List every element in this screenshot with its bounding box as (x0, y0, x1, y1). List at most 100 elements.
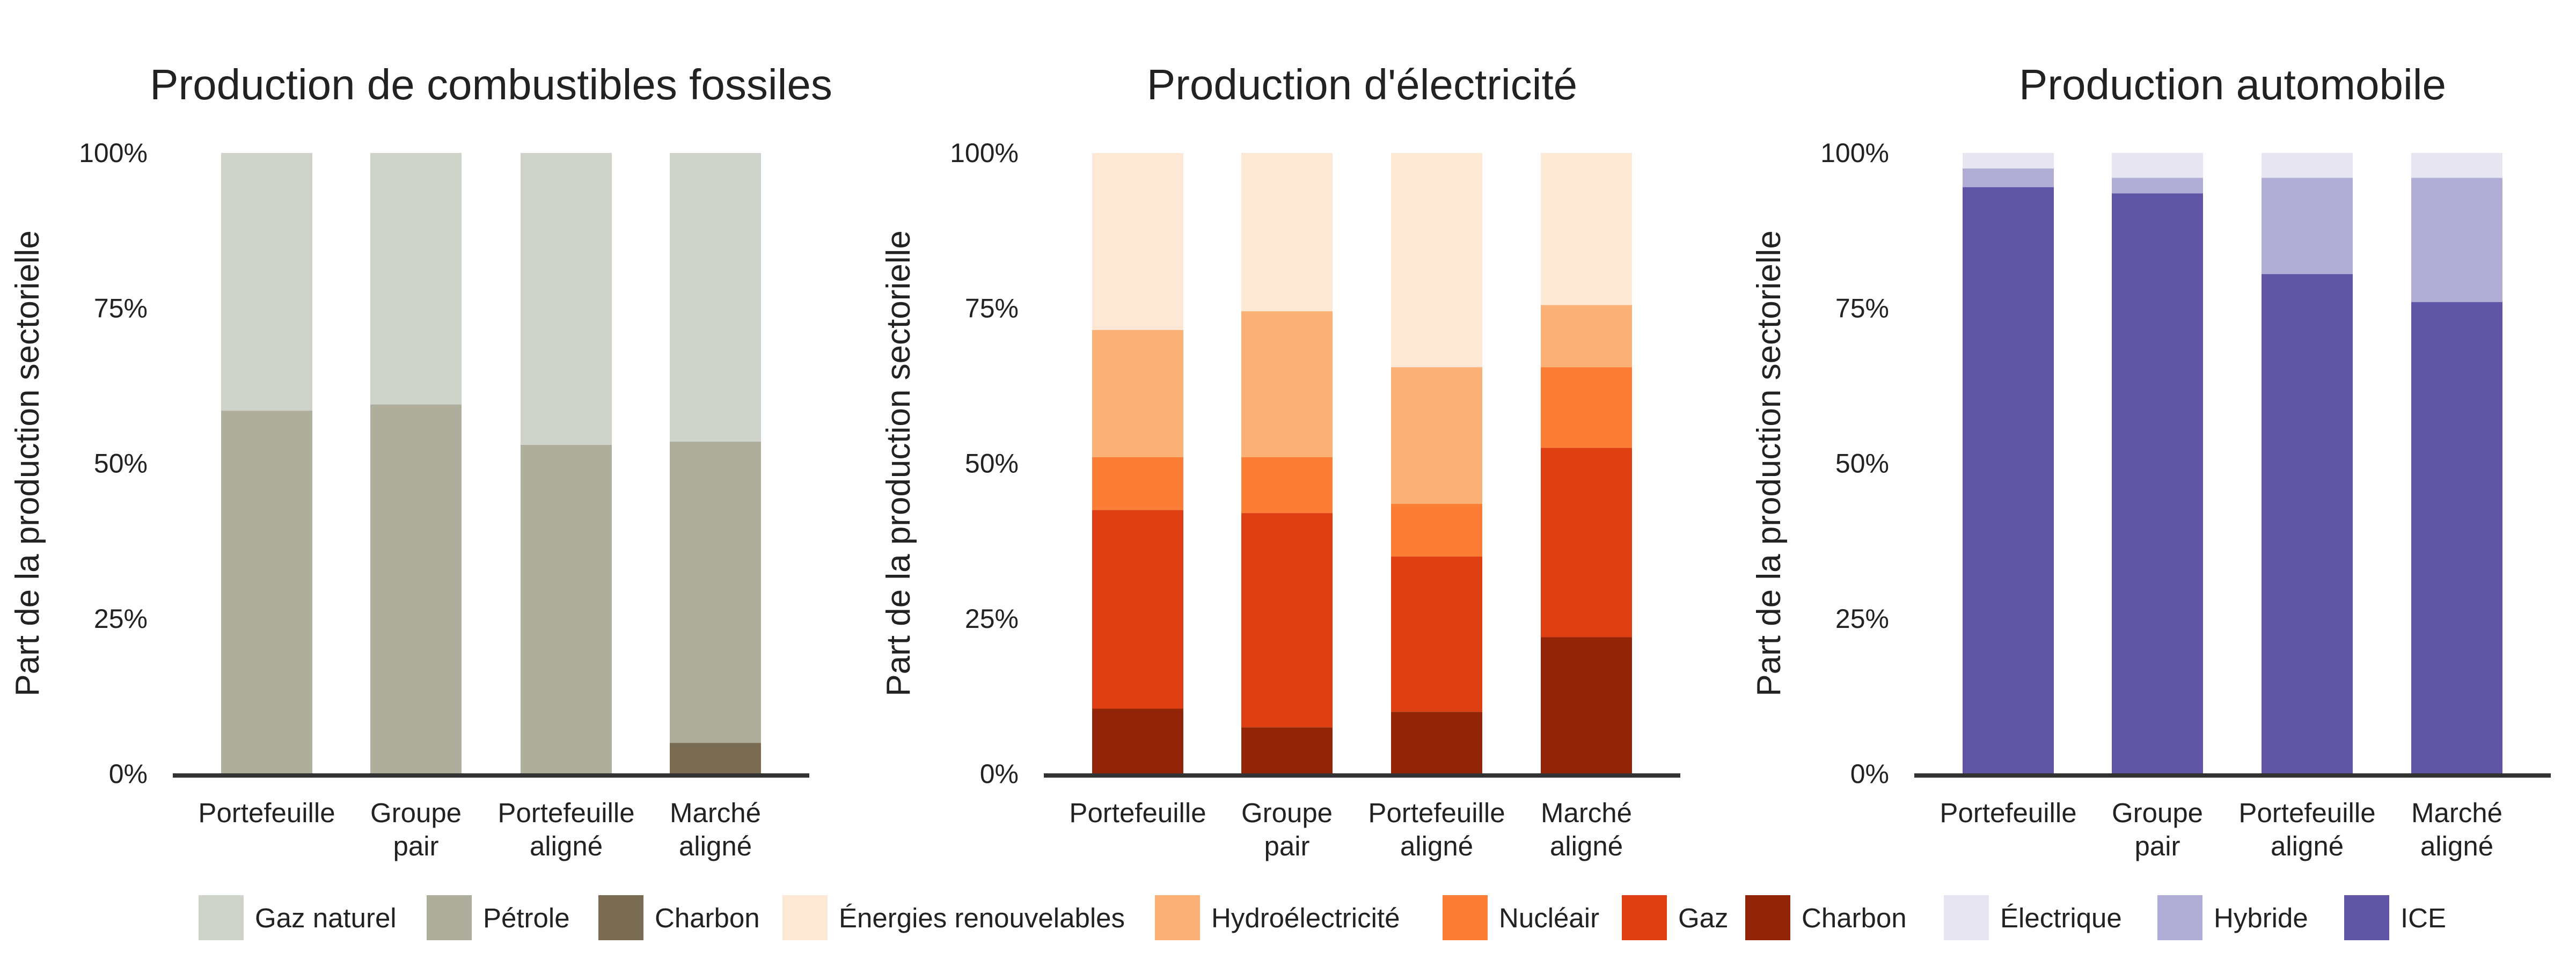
legend-item-hybride: Hybride (2157, 895, 2308, 940)
bar-segment-electrique (1963, 153, 2054, 169)
legend: Gaz naturel Pétrole Charbon Énergies renouv… (199, 895, 2446, 940)
legend-label: Pétrole (483, 903, 570, 933)
legend-swatch (2344, 895, 2389, 940)
legend-swatch (2157, 895, 2202, 940)
legend-label: ICE (2401, 903, 2446, 933)
chart-title: Production automobile (2019, 61, 2446, 108)
x-category-label: Groupe (2112, 797, 2203, 828)
y-tick-label: 50% (965, 449, 1019, 479)
chart-1: Production de combustibles fossiles Part … (9, 61, 832, 861)
legend-item-charbon: Charbon (598, 895, 760, 940)
y-tick-label: 25% (1835, 604, 1889, 634)
legend-item-energies-renouvelables: Énergies renouvelables (782, 895, 1125, 940)
y-tick-label: 100% (950, 138, 1019, 168)
legend-label: Électrique (2000, 903, 2122, 933)
y-tick-label: 50% (94, 449, 148, 479)
legend-item-hydroelectricite: Hydroélectricité (1155, 895, 1400, 940)
bar-segment-nucleair (1391, 503, 1482, 557)
x-category-label: pair (1264, 831, 1309, 861)
bar-segment-electrique (2262, 153, 2353, 178)
bar-segment-charbon (1391, 712, 1482, 774)
legend-swatch (1155, 895, 1200, 940)
legend-label: Charbon (655, 903, 760, 933)
bar-segment-hybride (1963, 168, 2054, 187)
bar-segment-ice (1963, 187, 2054, 774)
bar-segment-hybride (2112, 178, 2203, 194)
legend-item-ice: ICE (2344, 895, 2446, 940)
y-tick-label: 75% (1835, 293, 1889, 323)
y-axis-label: Part de la production sectorielle (9, 230, 46, 696)
legend-swatch (427, 895, 472, 940)
legend-item-charbon: Charbon (1745, 895, 1907, 940)
bar-segment-charbon (1241, 727, 1333, 774)
legend-swatch (598, 895, 643, 940)
x-category-label: Marché (670, 797, 761, 828)
legend-label: Charbon (1802, 903, 1907, 933)
bar-segment-nucleair (1241, 457, 1333, 514)
legend-item-gaz-naturel: Gaz naturel (199, 895, 397, 940)
bar-segment-gaz-naturel (370, 153, 462, 405)
bar-segment-charbon (1541, 637, 1632, 774)
bar-segment-gaz-naturel (670, 153, 761, 442)
bar-segment-ice (2112, 193, 2203, 774)
y-tick-label: 100% (79, 138, 148, 168)
x-category-label: Groupe (1241, 797, 1333, 828)
y-tick-label: 0% (980, 759, 1019, 789)
bar-segment-hydroelectricite (1541, 305, 1632, 368)
legend-swatch (1622, 895, 1667, 940)
bar-segment-gaz-naturel (521, 153, 612, 445)
bar-segment-electrique (2411, 153, 2502, 178)
y-tick-label: 50% (1835, 449, 1889, 479)
legend-label: Hybride (2214, 903, 2308, 933)
x-category-label: pair (393, 831, 438, 861)
bar-segment-hydroelectricite (1241, 311, 1333, 457)
y-tick-label: 25% (965, 604, 1019, 634)
bar-segment-ice (2411, 302, 2502, 774)
legend-label: Nucléair (1499, 903, 1599, 933)
x-category-label: aligné (530, 831, 603, 861)
y-axis-label: Part de la production sectorielle (1751, 230, 1788, 696)
bar-segment-gaz (1541, 448, 1632, 638)
legend-swatch (1944, 895, 1989, 940)
bar-segment-electrique (2112, 153, 2203, 178)
x-category-label: Portefeuille (1940, 797, 2076, 828)
legend-swatch (1745, 895, 1790, 940)
bar-segment-hybride (2262, 178, 2353, 274)
y-tick-label: 0% (109, 759, 148, 789)
x-category-label: aligné (679, 831, 752, 861)
bar-segment-nucleair (1541, 367, 1632, 448)
bar-segment-gaz (1391, 557, 1482, 712)
bar-segment-hydroelectricite (1391, 367, 1482, 504)
legend-item-nucleair: Nucléair (1443, 895, 1599, 940)
bar-segment-charbon (1092, 708, 1183, 774)
chart-3: Production automobile Part de la producti… (1751, 61, 2551, 861)
x-category-label: Portefeuille (2238, 797, 2375, 828)
bar-segment-petrole (521, 444, 612, 774)
bar-segment-nucleair (1092, 457, 1183, 510)
x-category-label: pair (2134, 831, 2180, 861)
x-category-label: Portefeuille (1069, 797, 1206, 828)
legend-swatch (782, 895, 828, 940)
legend-item-gaz: Gaz (1622, 895, 1729, 940)
x-category-label: Portefeuille (198, 797, 335, 828)
legend-swatch (1443, 895, 1488, 940)
bar-segment-petrole (670, 442, 761, 743)
legend-label: Hydroélectricité (1211, 903, 1400, 933)
x-category-label: aligné (1400, 831, 1473, 861)
bar-segment-petrole (221, 411, 312, 774)
legend-label: Gaz naturel (255, 903, 397, 933)
chart-title: Production de combustibles fossiles (150, 61, 832, 108)
x-category-label: aligné (2420, 831, 2493, 861)
y-tick-label: 0% (1850, 759, 1889, 789)
legend-item-electrique: Électrique (1944, 895, 2122, 940)
legend-label: Énergies renouvelables (839, 903, 1125, 933)
legend-label: Gaz (1678, 903, 1729, 933)
chart-2: Production d'électricité Part de la produ… (880, 61, 1680, 861)
bar-segment-gaz (1241, 513, 1333, 728)
bar-segment-hydroelectricite (1092, 330, 1183, 457)
y-tick-label: 25% (94, 604, 148, 634)
legend-swatch (199, 895, 244, 940)
bar-segment-petrole (370, 404, 462, 774)
bar-segment-charbon (670, 743, 761, 774)
bar-segment-energies-renouvelables (1092, 153, 1183, 330)
